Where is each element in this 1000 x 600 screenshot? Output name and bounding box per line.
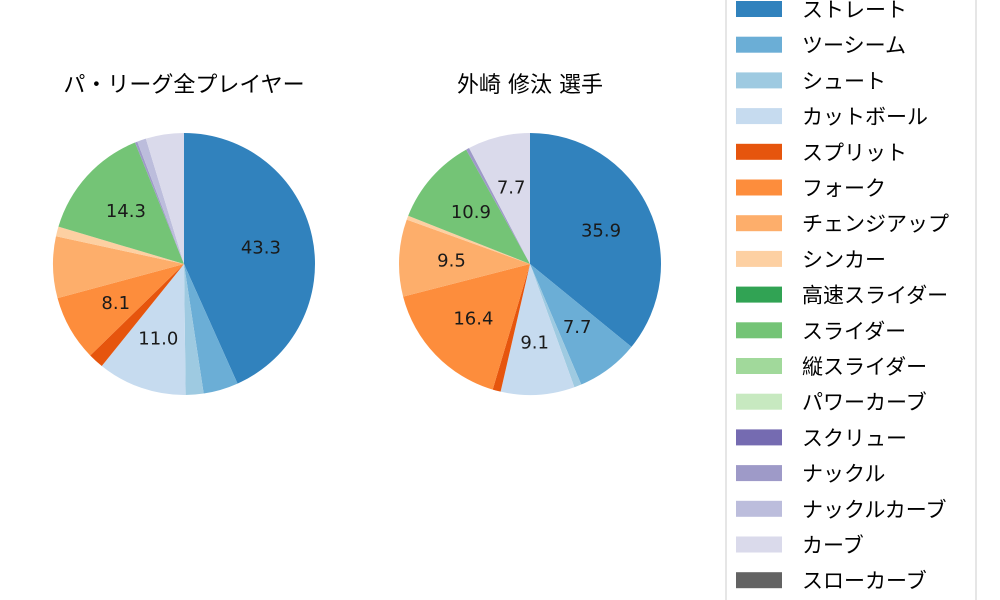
pie-slice-0-6 [53,236,185,299]
pie-slice-0-3 [101,264,186,395]
pie-slice-0-13 [135,141,184,264]
pie-value-label-0-3: 11.0 [138,328,178,349]
legend-label-9: スライダー [802,319,906,343]
legend-swatch-6 [736,215,782,232]
pie-slice-0-14 [137,138,184,264]
legend-swatch-1 [736,36,782,53]
pie-slice-1-7 [406,215,530,264]
legend-label-13: ナックル [802,462,885,486]
legend: ストレートツーシームシュートカットボールスプリットフォークチェンジアップシンカー… [725,0,977,600]
pie-slice-1-9 [408,149,530,264]
pie-value-label-1-0: 35.9 [581,220,621,241]
legend-label-1: ツーシーム [802,34,906,58]
pie-value-label-1-1: 7.7 [563,317,592,338]
pie-slice-0-15 [145,133,184,264]
pie-slice-1-13 [466,148,530,264]
pie-value-label-1-3: 9.1 [520,332,549,353]
legend-label-11: パワーカーブ [802,391,927,415]
pie-value-label-1-5: 16.4 [453,309,493,330]
legend-swatch-14 [736,500,782,517]
pie-slice-1-2 [530,264,582,388]
legend-label-2: シュート [802,69,886,93]
legend-swatch-9 [736,322,782,339]
legend-swatch-16 [736,572,782,589]
pie-slice-0-2 [184,264,204,395]
legend-swatch-15 [736,536,782,553]
pie-slice-1-3 [500,264,575,396]
legend-label-0: ストレート [802,0,907,22]
pie-slice-1-1 [530,264,632,385]
legend-swatch-8 [736,286,782,303]
pie-slice-0-7 [55,226,184,264]
pie-title-league: パ・リーグ全プレイヤー [63,73,304,98]
legend-swatch-4 [736,143,782,160]
legend-label-12: スクリュー [802,426,907,450]
legend-label-8: 高速スライダー [802,284,948,308]
legend-label-5: フォーク [802,177,886,201]
legend-swatch-2 [736,72,782,89]
pie-value-label-0-5: 8.1 [101,293,130,314]
pie-slice-0-9 [58,142,184,264]
legend-label-10: 縦スライダー [802,355,927,379]
legend-label-14: ナックルカーブ [802,498,946,522]
legend-label-7: シンカー [802,248,886,272]
pie-title-player: 外崎 修汰 選手 [457,73,603,98]
legend-label-4: スプリット [802,141,907,165]
legend-swatch-10 [736,358,782,374]
pie-slice-0-5 [57,264,184,356]
pie-slice-1-15 [469,133,530,264]
legend-swatch-3 [736,108,782,125]
legend-swatch-11 [736,393,782,410]
pie-slice-0-0 [184,133,315,384]
legend-swatch-5 [736,179,782,196]
pie-slice-1-5 [403,264,530,390]
pie-slice-1-6 [399,219,530,297]
pie-chart-player: 外崎 修汰 選手 35.9 7.7 9.1 16.4 9.5 10.9 7.7 [399,73,661,396]
legend-label-15: カーブ [802,534,864,558]
legend-swatch-0 [736,1,782,17]
legend-swatch-13 [736,465,782,482]
pie-value-label-0-0: 43.3 [241,238,281,259]
legend-label-6: チェンジアップ [802,212,949,236]
pie-slice-1-4 [492,264,530,392]
legend-label-16: スローカーブ [802,569,927,593]
pie-value-label-1-15: 7.7 [497,178,526,199]
legend-swatch-12 [736,429,782,446]
pie-slice-1-0 [530,133,661,347]
legend-swatch-7 [736,250,782,267]
pie-chart-league: パ・リーグ全プレイヤー 43.3 11.0 8.1 14.3 [53,73,315,395]
legend-label-3: カットボール [802,105,928,129]
pie-value-label-1-9: 10.9 [451,202,491,223]
pie-value-label-0-9: 14.3 [106,201,146,222]
pie-slice-0-4 [90,264,184,366]
pie-value-label-1-6: 9.5 [437,250,466,271]
pie-slice-0-1 [184,264,238,394]
